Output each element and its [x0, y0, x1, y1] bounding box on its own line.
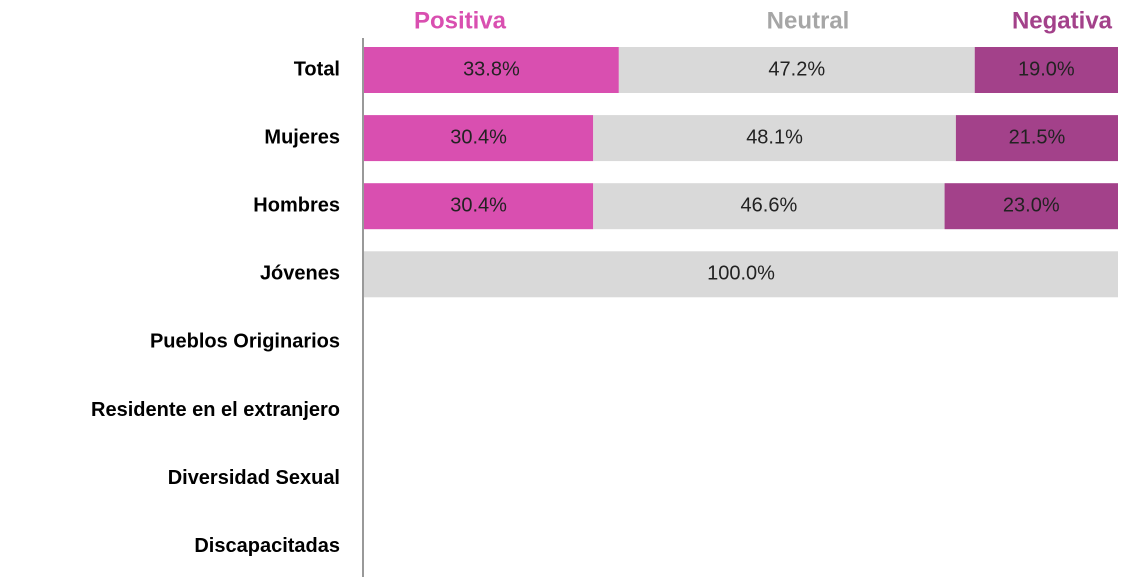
value-label: 30.4% [450, 126, 507, 148]
category-label: Mujeres [264, 126, 340, 148]
value-label: 33.8% [463, 58, 520, 80]
bar-segment [974, 47, 1118, 93]
category-label: Total [294, 58, 340, 80]
value-label: 23.0% [1003, 194, 1060, 216]
bar-segment [618, 47, 975, 93]
value-label: 19.0% [1018, 58, 1075, 80]
legend-label: Neutral [767, 7, 850, 34]
value-label: 30.4% [450, 194, 507, 216]
legend-label: Positiva [414, 7, 507, 34]
category-label: Pueblos Originarios [150, 331, 340, 353]
bar-segment [364, 47, 619, 93]
bar-segment [364, 183, 594, 230]
bar-segment [364, 115, 594, 162]
value-label: 47.2% [768, 58, 825, 80]
category-label: Jóvenes [260, 263, 340, 285]
category-label: Hombres [253, 194, 340, 216]
value-label: 48.1% [746, 126, 803, 148]
bar-segment [593, 183, 945, 230]
value-label: 100.0% [707, 263, 775, 285]
legend-label: Negativa [1012, 7, 1113, 34]
value-label: 46.6% [741, 194, 798, 216]
bar-segment [955, 115, 1118, 162]
category-label: Discapacitadas [194, 535, 340, 557]
bar-segment [364, 251, 1118, 298]
category-label: Diversidad Sexual [168, 467, 340, 489]
category-label: Residente en el extranjero [91, 399, 340, 421]
bar-segment [593, 115, 956, 162]
value-label: 21.5% [1009, 126, 1066, 148]
bar-segment [944, 183, 1118, 230]
